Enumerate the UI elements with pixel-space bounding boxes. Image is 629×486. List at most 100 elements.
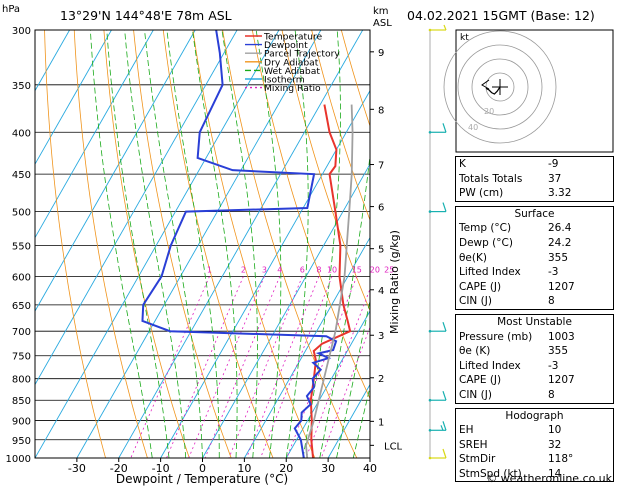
barb-dot (428, 329, 432, 333)
label: θe (K) (459, 345, 491, 358)
most-unstable-section: Most Unstable Pressure (mb) 1003 θe (K) 35… (455, 313, 614, 404)
value: 355 (548, 345, 569, 358)
value: 118° (548, 453, 574, 466)
wet-adiabat-line (124, 30, 187, 458)
value: 14 (548, 467, 562, 480)
mixing-ratio-value-label: 15 (352, 265, 362, 274)
height-tick-label: LCL (384, 441, 403, 452)
label: StmSpd (kt) (459, 467, 522, 480)
pressure-tick-label: 700 (12, 327, 31, 338)
hodograph-unit-label: kt (460, 33, 469, 43)
index-row-tt: Totals Totals 37 (456, 172, 613, 187)
label: θe(K) (459, 251, 487, 264)
height-tick-label: 2 (378, 374, 384, 385)
isotherm-line (35, 30, 154, 239)
label: Pressure (mb) (459, 330, 533, 343)
label: CAPE (J) (459, 280, 502, 293)
label: CAPE (J) (459, 374, 502, 387)
label: K (459, 158, 466, 170)
pressure-tick-label: 350 (12, 81, 31, 92)
dry-adiabat-line (281, 30, 370, 312)
mixing-ratio-line (228, 276, 303, 458)
wind-barb (428, 448, 447, 460)
legend-label: Isotherm (264, 75, 305, 86)
height-tick-label: 3 (378, 331, 384, 342)
label: Lifted Index (459, 266, 521, 279)
hodograph: kt 20 40 (443, 29, 614, 153)
x-axis-label: Dewpoint / Temperature (°C) (116, 472, 288, 486)
isotherm-line (327, 383, 370, 458)
hodograph-indices-section: Hodograph EH 10 SREH 32 StmDir 118° StmSpd … (455, 407, 614, 483)
most-unstable-title: Most Unstable (497, 315, 572, 328)
wet-adiabat-line (144, 30, 203, 458)
dry-adiabat-line (162, 30, 274, 458)
background-lines (35, 30, 370, 458)
pressure-axis: 300 350 400 450 500 550 600 650 700 750 800 850 900 9… (6, 26, 31, 465)
wet-adiabat-line (255, 30, 282, 458)
mixing-ratio-value-label: 10 (327, 265, 337, 274)
mixing-ratio-line (260, 276, 333, 458)
surface-row: Temp (°C) 26.4 (456, 221, 613, 236)
barb-dot (428, 398, 432, 402)
dry-adiabat-line (311, 30, 370, 222)
mixing-ratio-line (320, 326, 370, 458)
hodo-row: SREH 32 (456, 438, 613, 453)
temperature-tick-label: -30 (68, 462, 86, 475)
pressure-tick-label: 650 (12, 301, 31, 312)
hodograph-trace (485, 86, 501, 95)
wet-adiabat-line (166, 30, 220, 458)
surface-row: CAPE (J) 1207 (456, 280, 613, 295)
basic-indices: K -9 Totals Totals 37 PW (cm) 3.32 (455, 156, 614, 202)
wet-adiabat-line (192, 30, 238, 458)
height-tick-label: 9 (378, 48, 384, 59)
value: 10 (548, 424, 562, 437)
value: 8 (548, 295, 555, 308)
storm-motion-arrow (481, 79, 490, 90)
mixing-ratio-labels: 1 2 3 4 6 8 10 15 20 25 (207, 265, 394, 274)
mixing-ratio-value-label: 25 (384, 265, 394, 274)
dry-adiabat-line (103, 30, 190, 458)
barb-dot (428, 210, 432, 213)
isotherm-line (160, 89, 370, 458)
wet-adiabat-line (89, 30, 153, 458)
pressure-tick-label: 400 (12, 128, 31, 139)
surface-row: Lifted Index -3 (456, 265, 613, 280)
index-row-k: K -9 (456, 157, 613, 172)
pressure-tick-label: 1000 (6, 454, 31, 465)
temperature-axis: -30 -20 -10 0 10 20 30 40 (68, 458, 377, 475)
wet-adiabat-line (319, 152, 370, 458)
pressure-tick-label: 450 (12, 170, 31, 181)
pressure-tick-label: 750 (12, 352, 31, 363)
series-temperature (309, 104, 352, 458)
legend-label: Wet Adiabat (264, 66, 320, 77)
wet-adiabat-line (336, 298, 370, 458)
surface-row: θe(K) 355 (456, 251, 613, 266)
barb-dot (428, 428, 432, 432)
value: 26.4 (548, 222, 572, 235)
value: -9 (548, 158, 559, 170)
pressure-tick-label: 550 (12, 241, 31, 252)
mixing-ratio-value-label: 2 (241, 265, 246, 274)
mixing-ratio-value-label: 4 (277, 265, 282, 274)
mu-row: Lifted Index -3 (456, 359, 613, 374)
height-tick-label: 5 (378, 245, 384, 256)
wet-adiabat-line (221, 30, 258, 458)
barb-half-flag (443, 24, 447, 31)
pressure-tick-label: 850 (12, 396, 31, 407)
barb-flag (442, 322, 447, 332)
wet-adiabat-line (352, 385, 370, 458)
wind-barb (428, 123, 447, 134)
surface-row: CIN (J) 8 (456, 294, 613, 309)
barb-flag (442, 421, 447, 431)
legend-label: Temperature (263, 32, 323, 43)
isotherm-line (243, 236, 370, 458)
isotherm-line (285, 310, 370, 458)
hodo-row: EH 10 (456, 423, 613, 438)
mixing-ratio-line (246, 276, 320, 458)
hodograph-ring-40 (443, 30, 557, 144)
barb-half-flag (440, 425, 444, 431)
value: 355 (548, 251, 569, 264)
isotherm-line (76, 30, 322, 458)
temperature-tick-label: -10 (152, 462, 170, 475)
dry-adiabat-line (44, 30, 106, 458)
